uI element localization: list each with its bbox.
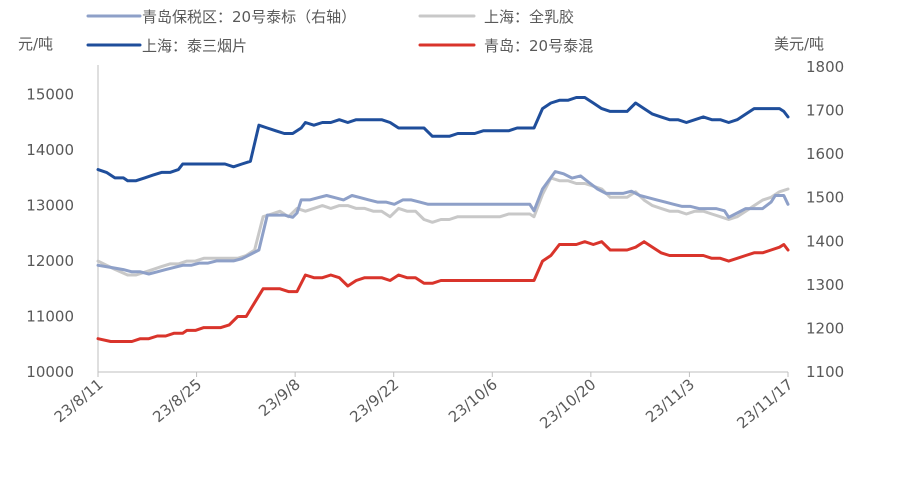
x-tick-label: 23/8/25 [149, 375, 205, 426]
right-tick-label: 1300 [806, 276, 844, 294]
axes [97, 65, 788, 373]
right-tick-label: 1400 [806, 232, 844, 250]
x-tick-label: 23/10/20 [536, 375, 599, 432]
legend: 青岛保税区：20号泰标（右轴） 上海：全乳胶 上海：泰三烟片 青岛：20号泰混 [86, 8, 593, 55]
legend-item-qingdao-bonded: 青岛保税区：20号泰标（右轴） [86, 8, 356, 26]
x-tick-label: 23/11/17 [733, 375, 796, 432]
right-axis-ticks: 1100 1200 1300 1400 1500 1600 1700 1800 [806, 58, 844, 381]
right-tick-label: 1700 [806, 102, 844, 120]
legend-label-qingdao-mix: 青岛：20号泰混 [484, 37, 593, 55]
right-tick-label: 1200 [806, 319, 844, 337]
right-tick-label: 1600 [806, 145, 844, 163]
legend-label-qingdao-bonded: 青岛保税区：20号泰标（右轴） [142, 8, 356, 26]
left-axis-unit: 元/吨 [18, 35, 53, 53]
x-tick-label: 23/8/11 [51, 375, 107, 426]
right-tick-label: 1800 [806, 58, 844, 76]
left-tick-label: 12000 [26, 252, 74, 270]
x-tick-label: 23/11/3 [642, 375, 698, 426]
series-line-shanghai-latex [96, 176, 790, 277]
series-line-qingdao-mix [96, 240, 790, 343]
x-tick-label: 23/10/6 [445, 375, 501, 426]
legend-label-shanghai-latex: 上海：全乳胶 [484, 8, 574, 26]
series-line-shanghai-rss3 [96, 96, 790, 183]
series-line-qingdao-bonded [96, 170, 790, 276]
left-tick-label: 14000 [26, 141, 74, 159]
left-axis-ticks: 10000 11000 12000 13000 14000 15000 [26, 86, 74, 381]
legend-item-shanghai-latex: 上海：全乳胶 [418, 8, 574, 26]
left-tick-label: 13000 [26, 197, 74, 215]
left-tick-label: 11000 [26, 308, 74, 326]
right-axis-unit: 美元/吨 [774, 35, 824, 53]
legend-label-shanghai-rss3: 上海：泰三烟片 [142, 37, 247, 55]
legend-item-qingdao-mix: 青岛：20号泰混 [418, 37, 593, 55]
left-tick-label: 15000 [26, 86, 74, 104]
x-axis-ticks: 23/8/11 23/8/25 23/9/8 23/9/22 23/10/6 23/10/… [51, 372, 797, 432]
x-tick-label: 23/9/8 [255, 375, 304, 420]
right-tick-label: 1500 [806, 189, 844, 207]
right-tick-label: 1100 [806, 363, 844, 381]
legend-item-shanghai-rss3: 上海：泰三烟片 [86, 37, 247, 55]
x-tick-label: 23/9/22 [346, 375, 402, 426]
left-tick-label: 10000 [26, 363, 74, 381]
series-lines [96, 96, 790, 343]
